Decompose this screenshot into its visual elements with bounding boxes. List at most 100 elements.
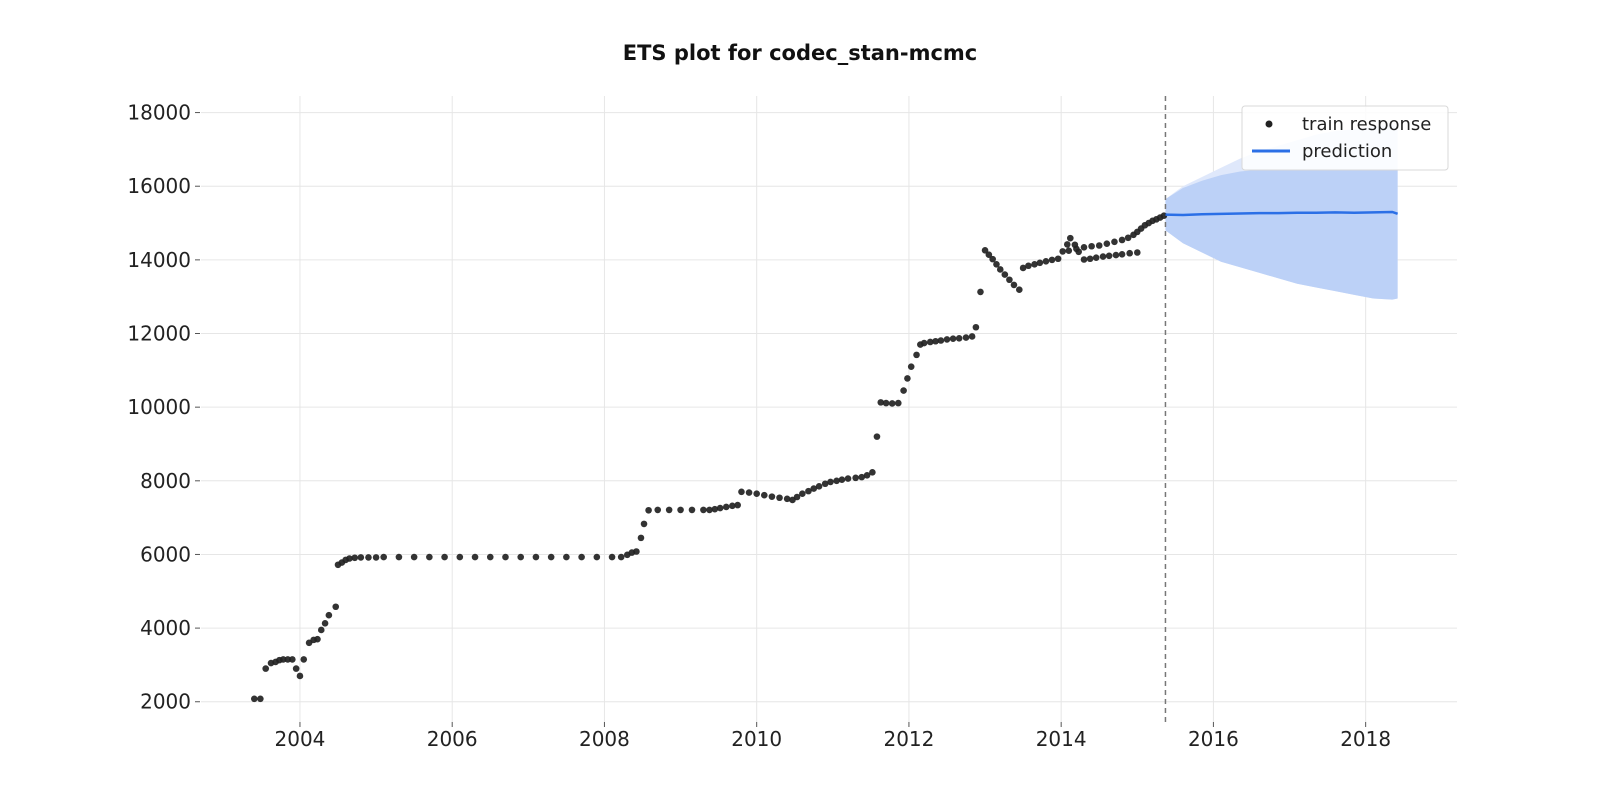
train-response-point: [716, 504, 724, 512]
train-response-point: [365, 554, 372, 561]
x-tick-label: 2016: [1188, 727, 1239, 751]
train-response-point: [1016, 286, 1023, 293]
train-response-point: [456, 553, 464, 561]
train-response-point: [722, 503, 730, 511]
train-response-point: [1111, 238, 1118, 246]
train-response-point: [1048, 256, 1056, 264]
train-response-point: [1080, 244, 1088, 251]
train-response-point: [1086, 255, 1094, 263]
train-response-point: [1073, 245, 1080, 253]
train-response-point: [688, 506, 696, 514]
legend-label-train-response: train response: [1302, 114, 1431, 135]
train-response-point: [1063, 241, 1071, 248]
train-response-point: [471, 553, 479, 561]
train-response-point: [292, 665, 300, 672]
train-response-point: [852, 474, 859, 482]
train-response-point: [332, 603, 340, 611]
train-response-point: [563, 553, 570, 561]
x-tick-label: 2012: [883, 727, 934, 751]
x-tick-label: 2004: [275, 727, 326, 751]
train-response-point: [972, 323, 980, 331]
train-response-point: [372, 554, 380, 561]
train-response-point: [805, 487, 812, 495]
train-response-point: [753, 490, 760, 497]
train-response-point: [1092, 254, 1100, 261]
train-response-point: [262, 665, 270, 672]
y-tick-label: 6000: [140, 542, 191, 566]
train-response-point: [410, 553, 418, 561]
train-response-point: [937, 337, 945, 344]
train-response-point: [1006, 276, 1013, 284]
train-response-point: [768, 493, 776, 500]
x-tick-label: 2014: [1036, 727, 1087, 751]
train-response-point: [913, 351, 920, 359]
train-response-points: [250, 212, 1168, 703]
train-response-point: [977, 288, 984, 296]
train-response-point: [996, 266, 1004, 273]
train-response-point: [863, 471, 871, 479]
x-tick-label: 2006: [427, 727, 478, 751]
train-response-point: [1065, 247, 1073, 254]
train-response-point: [1099, 253, 1107, 260]
train-response-point: [873, 433, 881, 440]
train-response-point: [300, 656, 308, 663]
train-response-point: [706, 506, 713, 514]
train-response-point: [645, 506, 652, 514]
train-response-point: [810, 485, 818, 492]
train-response-point: [578, 553, 585, 561]
train-response-point: [502, 553, 509, 561]
train-response-point: [351, 554, 359, 562]
chart-title: ETS plot for codec_stan-mcmc: [623, 41, 977, 65]
train-response-point: [799, 490, 806, 497]
y-tick-label: 12000: [127, 322, 191, 346]
train-response-point: [1001, 271, 1009, 278]
train-response-point: [640, 520, 648, 528]
train-response-point: [395, 553, 403, 561]
train-response-point: [907, 363, 915, 370]
y-tick-label: 14000: [127, 248, 191, 272]
train-response-point: [962, 334, 970, 341]
train-response-point: [877, 399, 885, 406]
train-response-point: [677, 506, 684, 514]
train-response-point: [1054, 255, 1062, 263]
train-response-point: [920, 339, 928, 347]
train-response-point: [821, 480, 829, 488]
train-response-point: [325, 611, 333, 619]
legend-box: [1241, 105, 1449, 171]
train-response-point: [793, 493, 801, 501]
y-tick-label: 4000: [140, 616, 191, 640]
train-response-point: [1067, 234, 1074, 242]
train-response-point: [904, 375, 911, 382]
train-response-point: [608, 553, 616, 561]
prediction-mean-line: [1165, 210, 1399, 217]
train-response-point: [1010, 281, 1018, 289]
train-response-point: [833, 477, 840, 485]
train-response-point: [711, 505, 719, 513]
train-response-point: [949, 335, 957, 342]
train-response-point: [838, 476, 846, 484]
train-response-point: [1080, 256, 1088, 263]
train-response-point: [1133, 249, 1141, 256]
train-response-point: [729, 502, 736, 510]
y-tick-label: 16000: [127, 174, 191, 198]
train-response-point: [665, 506, 673, 514]
train-response-point: [827, 478, 834, 486]
train-response-point: [700, 506, 707, 514]
train-response-point: [968, 333, 976, 340]
train-response-point: [321, 620, 329, 627]
train-response-point: [289, 656, 296, 663]
x-tick-label: 2018: [1340, 727, 1391, 751]
train-response-point: [943, 336, 951, 343]
x-tick-label: 2010: [731, 727, 782, 751]
train-response-point: [815, 483, 823, 490]
y-tick-label: 8000: [140, 469, 191, 493]
train-response-point: [633, 548, 640, 555]
train-response-point: [888, 400, 896, 407]
train-response-point: [745, 489, 753, 496]
train-response-point: [1103, 240, 1111, 247]
train-response-point: [593, 553, 601, 561]
train-response-point: [617, 553, 625, 561]
train-response-point: [1088, 242, 1095, 250]
train-response-point: [654, 506, 662, 514]
y-tick-label: 2000: [140, 690, 191, 714]
